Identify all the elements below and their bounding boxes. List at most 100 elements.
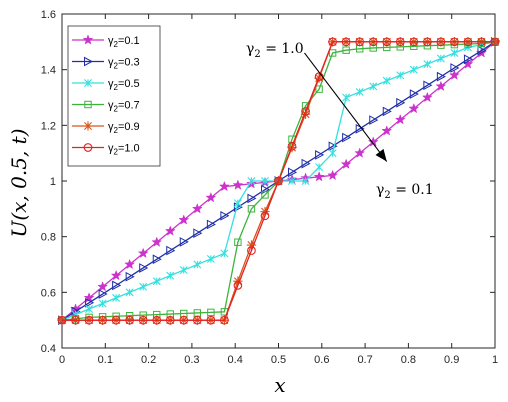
data-point: [220, 315, 229, 325]
data-point: [220, 249, 229, 258]
data-point: [166, 245, 176, 256]
data-point: [315, 163, 324, 172]
y-tick-label: 1.6: [41, 9, 56, 21]
data-point: [463, 37, 473, 47]
data-point: [301, 158, 311, 169]
legend-label: γ2=0.9: [108, 121, 140, 135]
data-point: [247, 193, 257, 204]
x-tick-label: 0.1: [98, 354, 113, 366]
data-point: [395, 37, 405, 47]
legend-entry-2: γ2=0.3: [72, 57, 140, 71]
annotation-arrow-line: [304, 52, 388, 162]
data-point: [193, 228, 203, 239]
data-point: [328, 141, 338, 152]
data-point: [313, 171, 325, 182]
data-point: [191, 203, 203, 214]
data-point: [369, 115, 379, 125]
data-point: [381, 125, 393, 136]
legend-label: γ2=0.3: [108, 57, 140, 71]
data-point: [423, 37, 432, 47]
data-point: [382, 76, 391, 85]
data-point: [396, 97, 406, 108]
data-point: [152, 254, 162, 265]
data-point: [234, 238, 242, 246]
data-point: [408, 102, 420, 114]
data-point: [423, 60, 432, 69]
data-point: [57, 315, 67, 325]
x-axis-label: x: [274, 373, 285, 397]
annotations: γ2 = 1.0 γ2 = 0.1: [246, 41, 434, 201]
legend-label: γ2=0.7: [108, 100, 140, 114]
data-point: [340, 158, 352, 169]
data-point: [463, 54, 473, 65]
legend-marker: [84, 79, 92, 87]
data-point: [178, 214, 190, 225]
data-point: [193, 260, 202, 269]
data-point: [287, 141, 297, 151]
data-point: [220, 210, 230, 221]
data-point: [409, 65, 418, 74]
legend-entry-4: γ2=0.7: [72, 100, 140, 114]
data-point: [260, 211, 270, 221]
legend-entry-1: γ2=0.1: [72, 34, 140, 49]
data-point: [166, 271, 175, 280]
data-point: [98, 289, 108, 299]
data-point: [247, 177, 256, 185]
data-point: [125, 315, 134, 325]
x-tick-label: 0.8: [401, 354, 416, 366]
data-point: [247, 246, 256, 255]
data-point: [328, 149, 337, 158]
legend-marker: [84, 100, 92, 109]
series-layer: [56, 36, 501, 325]
data-point: [421, 91, 433, 103]
data-point: [355, 87, 364, 96]
data-point: [84, 315, 94, 325]
y-tick-label: 1.2: [41, 120, 56, 132]
data-point: [435, 80, 447, 91]
data-point: [110, 269, 122, 281]
data-point: [205, 191, 217, 203]
data-point: [409, 89, 419, 99]
legend-marker: [82, 34, 94, 45]
x-tick-label: 0.3: [184, 354, 199, 366]
y-tick-label: 1: [50, 176, 56, 188]
data-point: [206, 219, 216, 230]
data-point: [342, 93, 351, 102]
data-point: [206, 254, 215, 263]
data-point: [71, 315, 80, 325]
legend-marker: [83, 143, 93, 152]
legend-marker: [83, 121, 93, 131]
data-point: [394, 114, 406, 125]
data-point: [233, 199, 242, 208]
legend-entry-3: γ2=0.5: [72, 78, 140, 92]
data-point: [288, 167, 298, 178]
series-6: [57, 37, 500, 325]
y-tick-label: 0.6: [41, 287, 56, 299]
x-tick-label: 0.4: [228, 354, 243, 366]
x-tick-label: 0.5: [271, 354, 286, 366]
y-tick-label: 0.4: [41, 343, 56, 355]
y-axis-label: U(x, 0.5, t): [7, 128, 31, 237]
data-point: [409, 37, 419, 47]
data-point: [423, 80, 433, 91]
x-tick-label: 0: [59, 354, 65, 366]
data-point: [368, 37, 378, 47]
data-point: [327, 169, 339, 181]
data-point: [125, 288, 134, 297]
annotation-gamma-1: γ2 = 1.0: [246, 41, 304, 60]
data-point: [85, 305, 94, 314]
annotation-arrow-head: [375, 148, 387, 162]
data-point: [382, 37, 392, 47]
data-point: [288, 177, 296, 185]
data-point: [139, 263, 149, 273]
ticks-layer: 0 0.1 0.2 0.3 0.4 0.5 0.6 0.7 0.8 0.9 1 0.4 0.6 0.8 1 1…: [41, 9, 498, 366]
data-point: [342, 46, 350, 54]
legend: γ2=0.1 γ2=0.3 γ2=0.5 γ2=0.7 γ2=0.9 γ2=1.0: [67, 25, 161, 167]
data-point: [274, 176, 283, 186]
data-point: [97, 281, 109, 292]
data-point: [448, 69, 460, 80]
y-tick-label: 0.8: [41, 232, 56, 244]
data-point: [342, 132, 352, 143]
legend-box: [67, 25, 161, 167]
data-point: [396, 71, 405, 80]
